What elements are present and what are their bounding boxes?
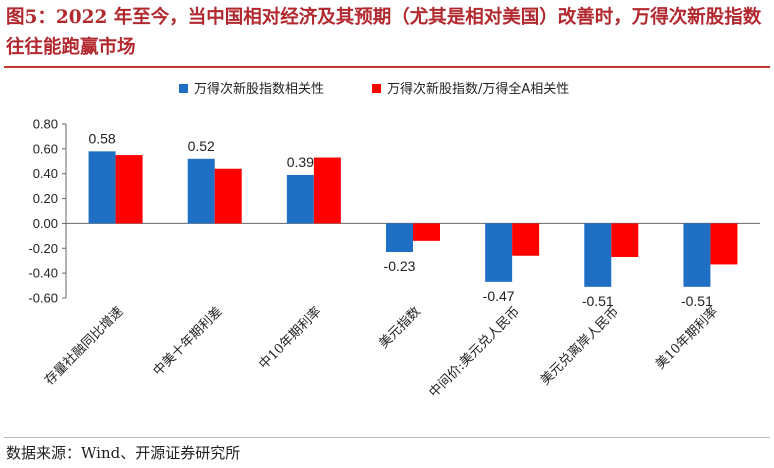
y-tick-label: 0.40 bbox=[33, 166, 58, 181]
data-label: -0.51 bbox=[582, 293, 614, 309]
bar-blue-2 bbox=[187, 158, 215, 224]
bar-blue-4 bbox=[386, 223, 413, 253]
legend-swatch bbox=[372, 84, 381, 93]
y-tick-label: 0.60 bbox=[33, 141, 58, 156]
bar-blue-3 bbox=[286, 174, 314, 224]
x-category-label: 中美十年期利差 bbox=[151, 304, 226, 379]
data-label: -0.47 bbox=[483, 288, 515, 304]
data-labels: 0.58 0.52 0.39 -0.23 -0.47 -0.51 -0.51 bbox=[88, 130, 713, 308]
data-label: 0.52 bbox=[188, 138, 215, 154]
bar-chart: 万得次新股指数相关性 万得次新股指数/万得全A相关性 0.80 0.60 0.40 0.… bbox=[28, 81, 760, 401]
bar-red-5 bbox=[512, 223, 540, 256]
bar-blue-7 bbox=[683, 223, 711, 287]
x-category-label: 存量社融同比增速 bbox=[42, 304, 127, 389]
bar-red-6 bbox=[611, 223, 639, 257]
footer-divider bbox=[4, 437, 770, 438]
bar-red-7 bbox=[710, 223, 738, 265]
source-note: 数据来源：Wind、开源证券研究所 bbox=[6, 444, 241, 462]
bar-red-1 bbox=[115, 155, 143, 224]
x-axis-labels: 存量社融同比增速 中美十年期利差 中10年期利率 美元指数 中间价:美元兑人民币 美元兑离… bbox=[42, 304, 722, 401]
x-category-label: 中间价:美元兑人民币 bbox=[427, 304, 523, 400]
data-label: 0.58 bbox=[88, 130, 115, 146]
data-label: -0.23 bbox=[384, 258, 416, 274]
bar-red-2 bbox=[214, 168, 242, 224]
x-category-label: 美元兑离岸人民币 bbox=[537, 304, 622, 389]
bar-red-3 bbox=[313, 157, 341, 224]
y-tick-label: 0.80 bbox=[33, 117, 58, 132]
legend: 万得次新股指数相关性 万得次新股指数/万得全A相关性 bbox=[179, 81, 569, 97]
data-label: -0.51 bbox=[681, 293, 713, 309]
y-tick-label: -0.20 bbox=[28, 241, 58, 256]
y-tick-label: -0.60 bbox=[28, 291, 58, 306]
y-tick-label: 0.00 bbox=[33, 216, 58, 231]
bar-blue-6 bbox=[584, 223, 612, 287]
bar-blue-1 bbox=[88, 151, 116, 224]
data-label: 0.39 bbox=[287, 154, 314, 170]
bars bbox=[88, 151, 738, 287]
chart-title: 图5：2022 年至今，当中国相对经济及其预期（尤其是相对美国）改善时，万得次新… bbox=[6, 7, 762, 58]
legend-swatch bbox=[179, 84, 188, 93]
y-tick-label: -0.40 bbox=[28, 266, 58, 281]
bar-red-4 bbox=[413, 223, 440, 241]
x-category-label: 中10年期利率 bbox=[256, 304, 325, 373]
bar-blue-5 bbox=[485, 223, 513, 282]
legend-label: 万得次新股指数相关性 bbox=[194, 81, 324, 97]
legend-label: 万得次新股指数/万得全A相关性 bbox=[387, 81, 569, 97]
title-divider bbox=[4, 66, 770, 68]
x-category-label: 美元指数 bbox=[376, 304, 423, 351]
x-category-label: 美10年期利率 bbox=[652, 304, 721, 373]
y-tick-label: 0.20 bbox=[33, 191, 58, 206]
